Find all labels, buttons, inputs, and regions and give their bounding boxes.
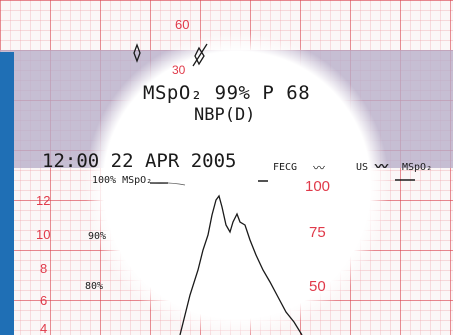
slashed-mark <box>192 43 208 67</box>
pct-90-label: 90% <box>88 231 107 242</box>
right-scale-50: 50 <box>309 278 326 295</box>
blue-edge <box>0 52 14 335</box>
grid-label-30: 30 <box>172 63 186 77</box>
grid-label-60: 60 <box>175 17 190 32</box>
spotlight-circle <box>85 33 389 335</box>
right-scale-100: 100 <box>305 178 331 195</box>
left-scale-4: 4 <box>40 321 48 335</box>
trace-header: 100% MSpO₂ <box>92 175 153 186</box>
us-wave-icon: 〰 <box>375 160 389 175</box>
left-scale-10: 10 <box>36 227 51 242</box>
fecg-label: FECG <box>273 162 298 173</box>
mspo2-label: MSpO₂ <box>402 162 433 173</box>
waveform-trace <box>179 194 303 335</box>
right-scale-75: 75 <box>309 224 326 241</box>
left-scale-8: 8 <box>40 261 48 276</box>
us-label: US <box>356 162 369 173</box>
nbp-readout: NBP(D) <box>194 105 256 125</box>
spo2-pulse-readout: MSpO₂ 99% P 68 <box>143 82 311 104</box>
trace-baseline <box>149 182 186 186</box>
left-scale-12: 12 <box>36 193 51 208</box>
pct-80-label: 80% <box>85 281 104 292</box>
diamond-mark <box>133 43 141 63</box>
left-scale-6: 6 <box>40 293 48 308</box>
datetime-stamp: 12:00 22 APR 2005 <box>42 150 237 172</box>
fecg-wave-icon: 〰 <box>313 161 326 175</box>
